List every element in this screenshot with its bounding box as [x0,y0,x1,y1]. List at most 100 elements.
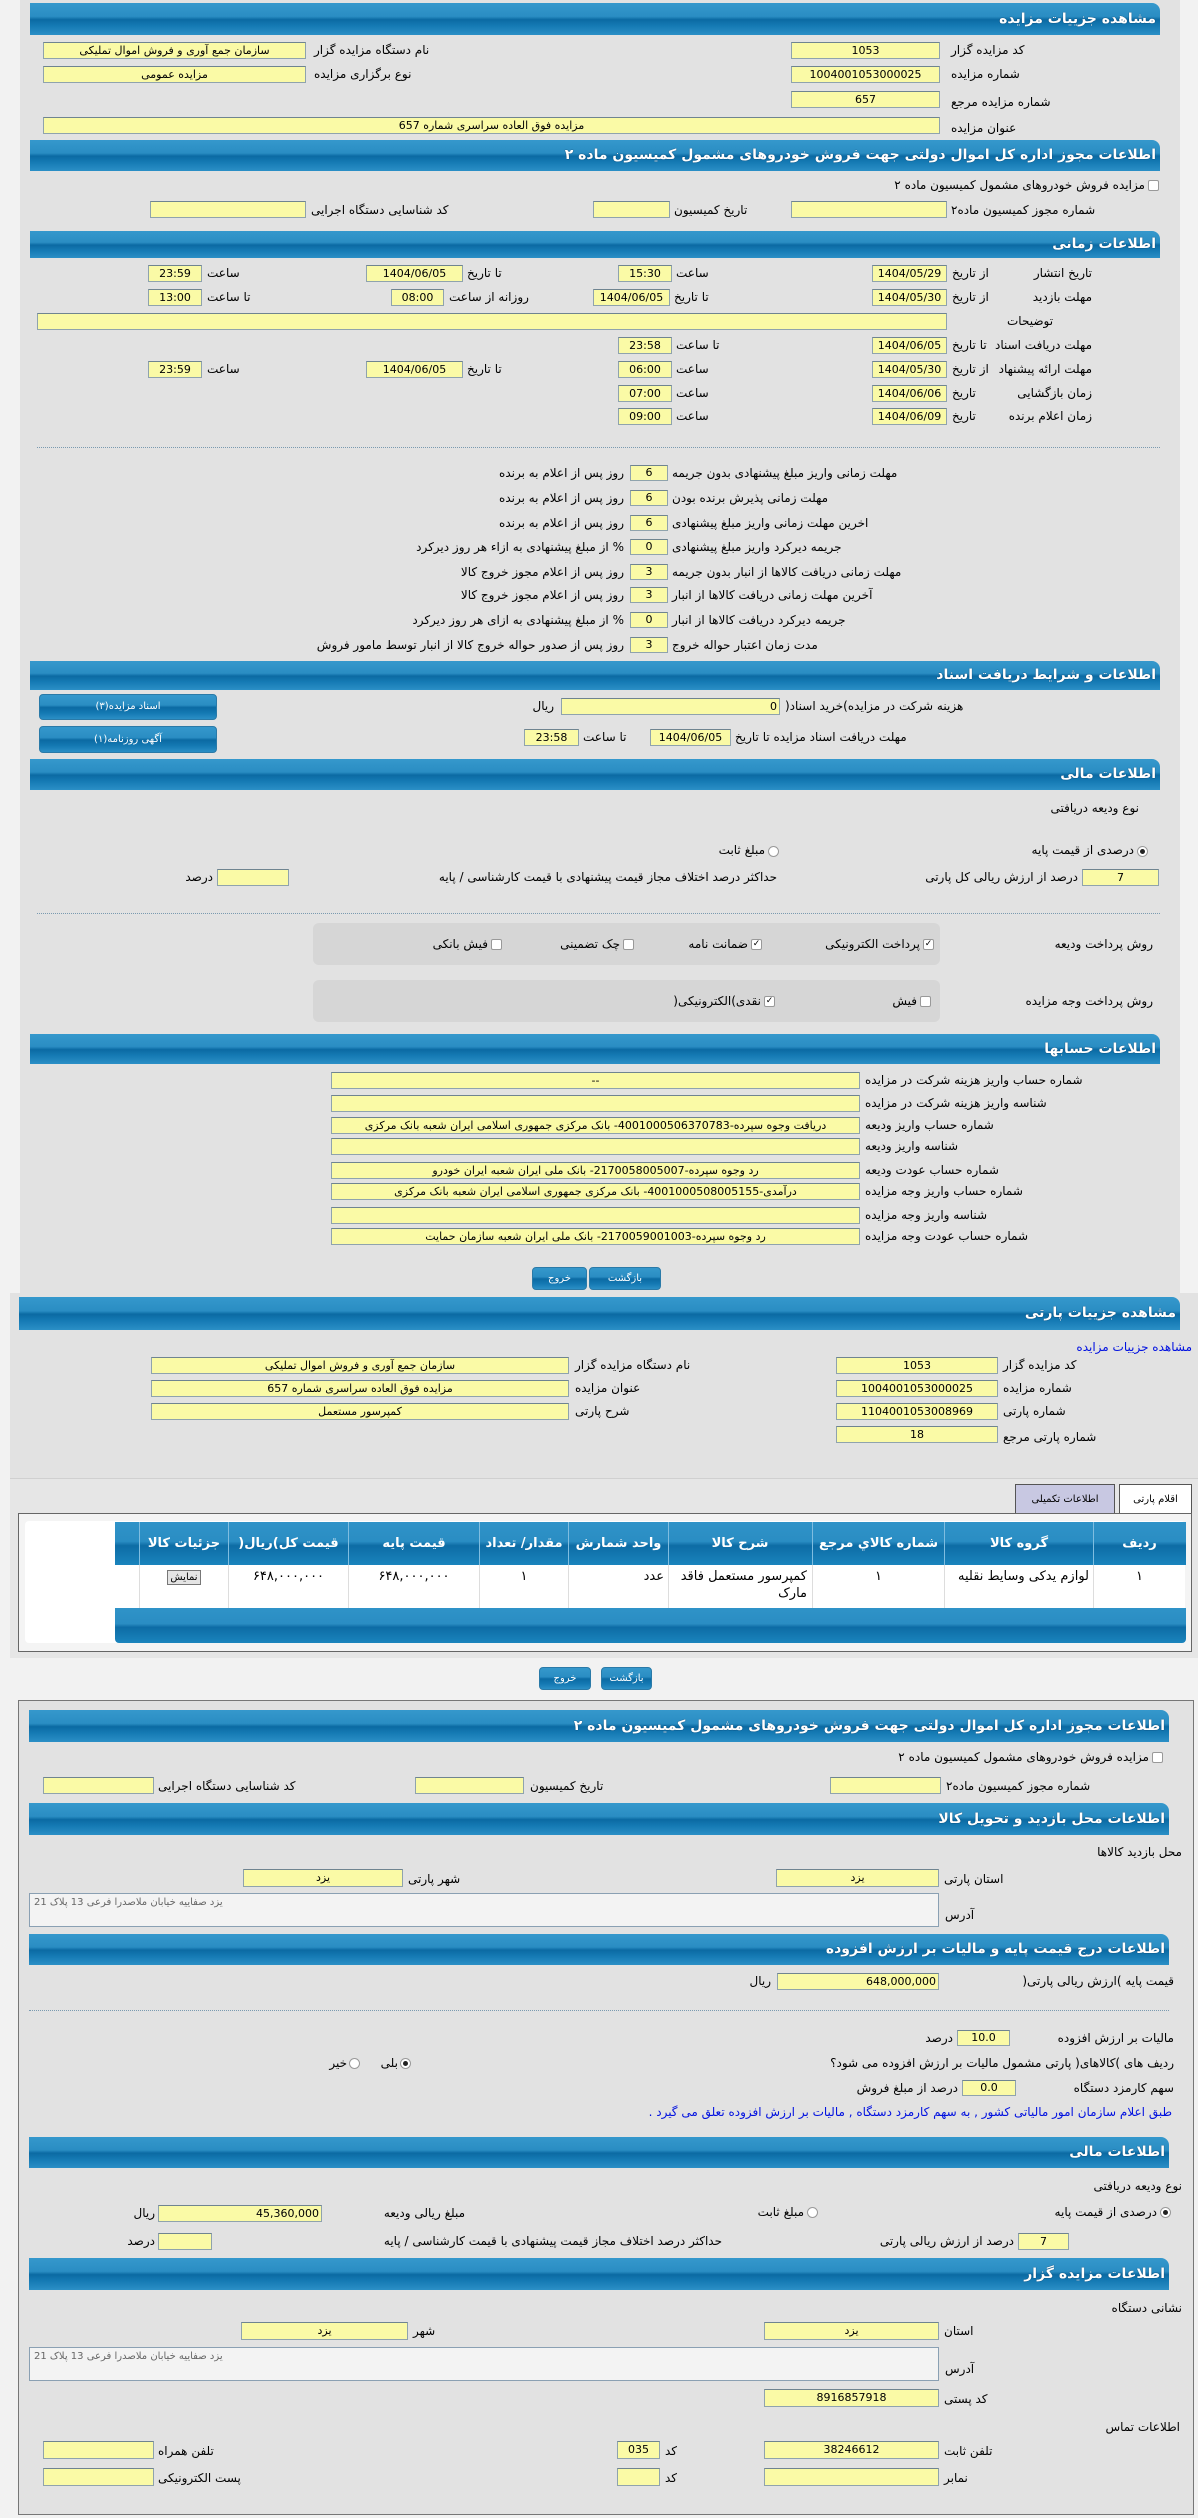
auction-number-field[interactable]: 1004001053000025 [791,66,940,83]
org-name-field[interactable]: سازمان جمع آوری و فروش اموال تملیکی [151,1357,569,1374]
org-city-field[interactable]: یزد [241,2322,408,2340]
winner-date-field[interactable]: 1404/06/09 [872,408,947,425]
fixed-radio[interactable] [768,846,779,857]
permit-no-field[interactable] [830,1777,941,1794]
visit-daily-to-field[interactable]: 13:00 [148,289,202,306]
deadline-value-field[interactable]: 0 [630,539,668,555]
postal-code-field[interactable]: 8916857918 [764,2389,939,2407]
account-field[interactable] [331,1207,860,1224]
offer-from-time-field[interactable]: 06:00 [618,361,672,378]
winner-time-field[interactable]: 09:00 [618,408,672,425]
org-province-field[interactable]: یزد [764,2322,939,2340]
phone-code-field[interactable]: 035 [617,2441,660,2459]
tab-supplementary-info[interactable]: اطلاعات تکمیلی [1015,1484,1115,1514]
account-field[interactable]: رد وجوه سپرده-2170058005007- بانک ملی ای… [331,1162,860,1179]
lot-description-field[interactable]: کمپرسور مستعمل [151,1403,569,1420]
fax-field[interactable] [764,2468,939,2486]
account-field[interactable] [331,1138,860,1155]
opening-time-field[interactable]: 07:00 [618,385,672,402]
offer-from-date-field[interactable]: 1404/05/30 [872,361,947,378]
auction-number-field[interactable]: 1004001053000025 [836,1380,998,1397]
exec-org-code-field[interactable] [150,201,306,218]
vat-yes-radio[interactable] [400,2058,411,2069]
commission-checkbox[interactable] [1148,180,1159,191]
auction-title-field[interactable]: مزایده فوق العاده سراسری شماره 657 [151,1380,569,1397]
account-field[interactable]: رد وجوه سپرده-2170059001003- بانک ملی ای… [331,1228,860,1245]
org-address-field[interactable]: یزد صفاییه خیابان ملاصدرا فرعی 13 پلاک 2… [29,2347,939,2381]
vat-no-radio[interactable] [349,2058,360,2069]
deadline-value-field[interactable]: 6 [630,465,668,481]
vat-field[interactable]: 10.0 [957,2030,1010,2046]
deposit-method-checkbox[interactable] [491,939,502,950]
exec-org-code-field[interactable] [43,1777,154,1794]
lot-address-field[interactable]: یزد صفاییه خیابان ملاصدرا فرعی 13 پلاک 2… [29,1893,939,1927]
fixed-radio[interactable] [807,2207,818,2218]
deadline-value-field[interactable]: 6 [630,515,668,531]
percent-radio[interactable] [1137,846,1148,857]
show-item-details-button[interactable]: نمایش [167,1570,201,1585]
deadline-value-field[interactable]: 3 [630,564,668,580]
deadline-value-field[interactable]: 3 [630,587,668,603]
auction-details-link[interactable]: مشاهده جزییات مزایده [1076,1340,1192,1354]
exit-button[interactable]: خروج [539,1667,591,1690]
permit-no-field[interactable] [791,201,947,218]
phone-field[interactable]: 38246612 [764,2441,939,2459]
mobile-field[interactable] [43,2441,154,2459]
lot-ref-field[interactable]: 18 [836,1426,998,1443]
doc-fee-field[interactable]: 0 [561,698,780,715]
email-field[interactable] [43,2468,154,2486]
lot-province-field[interactable]: یزد [776,1869,939,1887]
account-field[interactable]: -- [331,1072,860,1089]
newspaper-ad-button[interactable]: آگهی روزنامه(۱) [39,726,217,753]
percent-radio[interactable] [1160,2207,1171,2218]
auction-documents-button[interactable]: اسناد مزایده(۳) [39,694,217,720]
publish-from-time-field[interactable]: 15:30 [618,265,672,282]
auction-title-field[interactable]: مزایده فوق العاده سراسری شماره 657 [43,117,940,134]
account-field[interactable]: درآمدی-4001000508005155- بانک مرکزی جمهو… [331,1183,860,1200]
description-field[interactable] [37,313,947,330]
deadline-value-field[interactable]: 3 [630,637,668,653]
deposit-method-checkbox[interactable] [623,939,634,950]
back-button[interactable]: بازگشت [601,1667,652,1690]
fax-code-field[interactable] [617,2468,660,2486]
auctioneer-code-field[interactable]: 1053 [791,42,940,59]
exit-button[interactable]: خروج [532,1267,587,1290]
deadline-value-field[interactable]: 0 [630,612,668,628]
visit-daily-from-field[interactable]: 08:00 [391,289,444,306]
base-price-field[interactable]: 648,000,000 [777,1973,939,1990]
doc-deadline-time-field[interactable]: 23:58 [524,729,579,746]
doc-deadline-time-field[interactable]: 23:58 [618,337,672,354]
commission-date-field[interactable] [415,1777,524,1794]
publish-to-date-field[interactable]: 1404/06/05 [366,265,463,282]
deposit-amount-field[interactable]: 45,360,000 [158,2205,322,2222]
commission-checkbox[interactable] [1152,1752,1163,1763]
account-field[interactable]: دریافت وجوه سپرده-4001000506370783- بانک… [331,1117,860,1134]
deadline-value-field[interactable]: 6 [630,490,668,506]
org-name-field[interactable]: سازمان جمع آوری و فروش اموال تملیکی [43,42,306,59]
deposit-percent-field[interactable]: 7 [1082,869,1159,886]
offer-to-time-field[interactable]: 23:59 [148,361,202,378]
tab-lot-items[interactable]: اقلام پارتی [1119,1484,1192,1514]
account-field[interactable] [331,1095,860,1112]
publish-from-date-field[interactable]: 1404/05/29 [872,265,947,282]
doc-deadline-date-field[interactable]: 1404/06/05 [872,337,947,354]
deposit-percent-field[interactable]: 7 [1018,2233,1069,2250]
lot-city-field[interactable]: یزد [243,1869,403,1887]
max-diff-field[interactable] [158,2233,212,2250]
visit-from-date-field[interactable]: 1404/05/30 [872,289,947,306]
max-diff-field[interactable] [217,869,289,886]
auctioneer-code-field[interactable]: 1053 [836,1357,998,1374]
commission-date-field[interactable] [593,201,670,218]
deposit-method-checkbox[interactable]: ✓ [751,939,762,950]
opening-date-field[interactable]: 1404/06/06 [872,385,947,402]
lot-number-field[interactable]: 1104001053008969 [836,1403,998,1420]
publish-to-time-field[interactable]: 23:59 [148,265,202,282]
ref-number-field[interactable]: 657 [791,91,940,108]
deposit-method-checkbox[interactable]: ✓ [923,939,934,950]
doc-deadline-date-field[interactable]: 1404/06/05 [650,729,731,746]
auction-type-field[interactable]: مزایده عمومی [43,66,306,83]
back-button[interactable]: بازگشت [589,1267,661,1290]
visit-to-date-field[interactable]: 1404/06/05 [593,289,670,306]
fee-share-field[interactable]: 0.0 [962,2080,1016,2096]
auction-method-checkbox[interactable] [920,996,931,1007]
